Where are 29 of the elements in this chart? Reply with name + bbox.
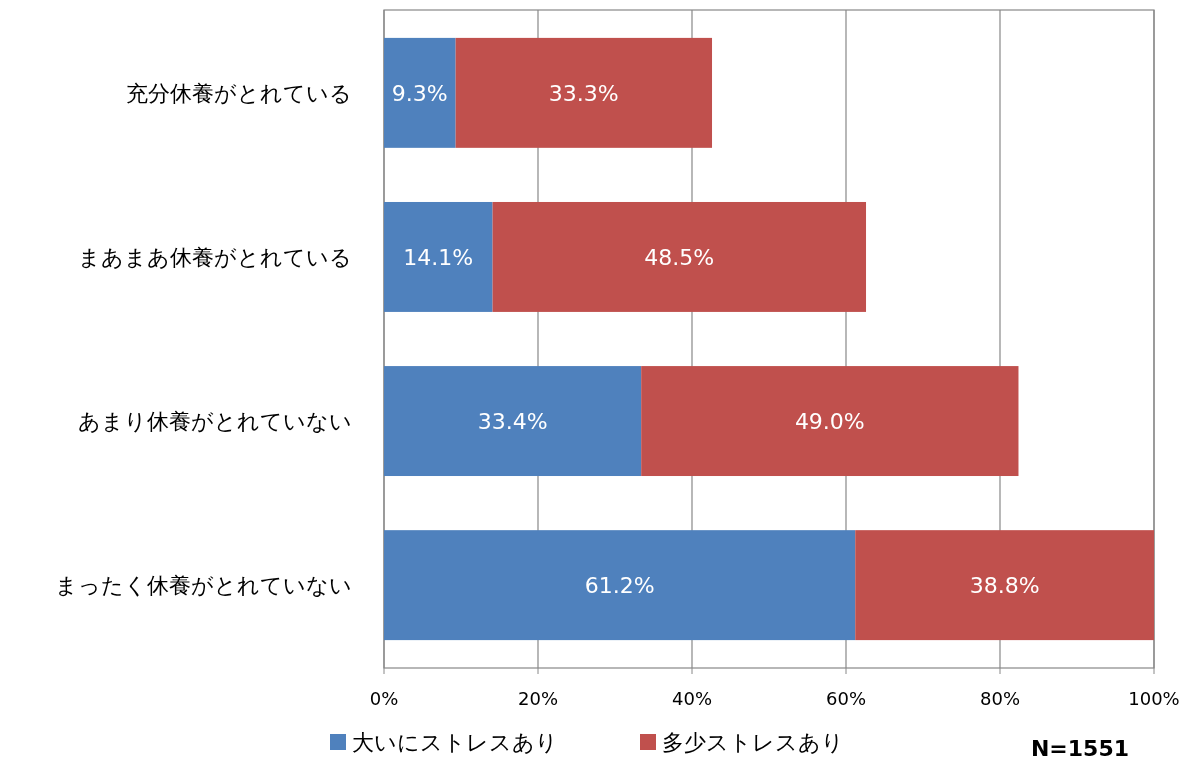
x-tick-label: 40% [671, 688, 713, 709]
bar [855, 530, 1154, 641]
x-tick-label: 80% [979, 688, 1021, 709]
legend-label: 大いにストレスあり [352, 730, 558, 755]
data-label: 49.0% [794, 408, 865, 434]
y-tick-label: まったく休養がとれていない [55, 572, 352, 598]
data-label: 61.2% [584, 572, 655, 598]
bar [384, 366, 642, 477]
bar [641, 366, 1019, 477]
data-label: 38.8% [969, 572, 1040, 598]
y-tick-label: あまり休養がとれていない [78, 408, 352, 434]
data-label: 14.1% [403, 244, 474, 270]
bar [384, 37, 456, 148]
text: N=1551 [1030, 736, 1130, 761]
y-tick-label: 充分休養がとれている [126, 80, 352, 106]
x-tick-label: 60% [825, 688, 867, 709]
bar [455, 37, 713, 148]
bar [492, 201, 867, 312]
bar [384, 530, 856, 641]
y-tick-label: まあまあ休養がとれている [78, 244, 352, 270]
x-tick-label: 20% [517, 688, 559, 709]
x-tick-label: 100% [1128, 688, 1180, 709]
data-label: 33.4% [477, 408, 548, 434]
data-label: 9.3% [391, 80, 448, 106]
x-tick-label: 0% [369, 688, 399, 709]
data-label: 33.3% [548, 80, 619, 106]
bar [384, 201, 493, 312]
data-label: 48.5% [644, 244, 715, 270]
legend-label: 多少ストレスあり [662, 730, 844, 755]
